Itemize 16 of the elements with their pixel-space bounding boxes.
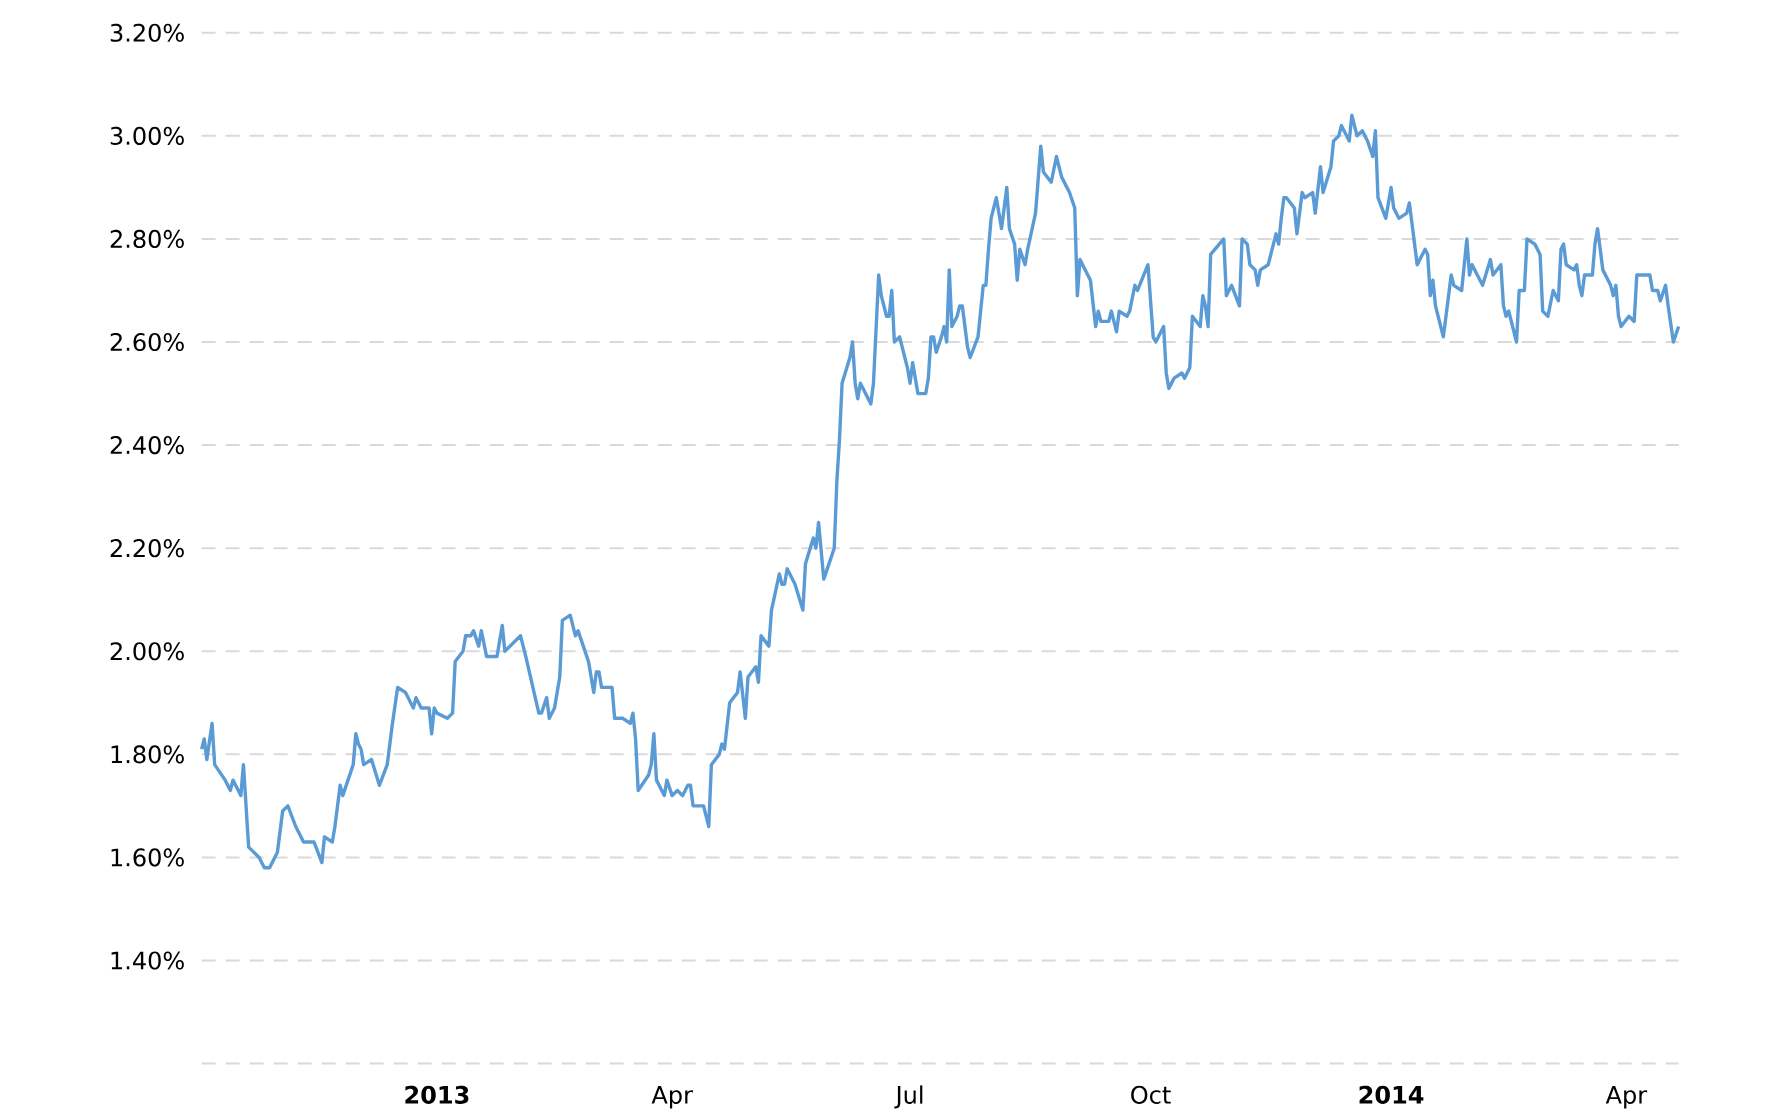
y-tick-label: 2.00% [110,642,184,661]
x-tick-label: Jul [894,1085,923,1109]
y-tick-label: 2.60% [110,332,184,352]
y-tick-label: 2.80% [110,229,184,249]
x-tick-label: 2014 [1359,1085,1424,1104]
y-tick-label: 3.20% [110,23,184,42]
y-tick-label: 2.20% [110,539,184,558]
x-tick-label: Apr [1605,1086,1648,1109]
y-tick-label: 3.00% [110,126,184,145]
x-tick-label: Oct [1131,1085,1171,1104]
y-tick-label: 1.60% [111,848,184,867]
x-tick-label: 2013 [405,1085,469,1104]
x-tick-label: Apr [651,1086,693,1109]
y-tick-label: 2.40% [110,436,184,455]
y-tick-label: 1.40% [111,951,184,970]
y-tick-label: 1.80% [111,745,184,764]
